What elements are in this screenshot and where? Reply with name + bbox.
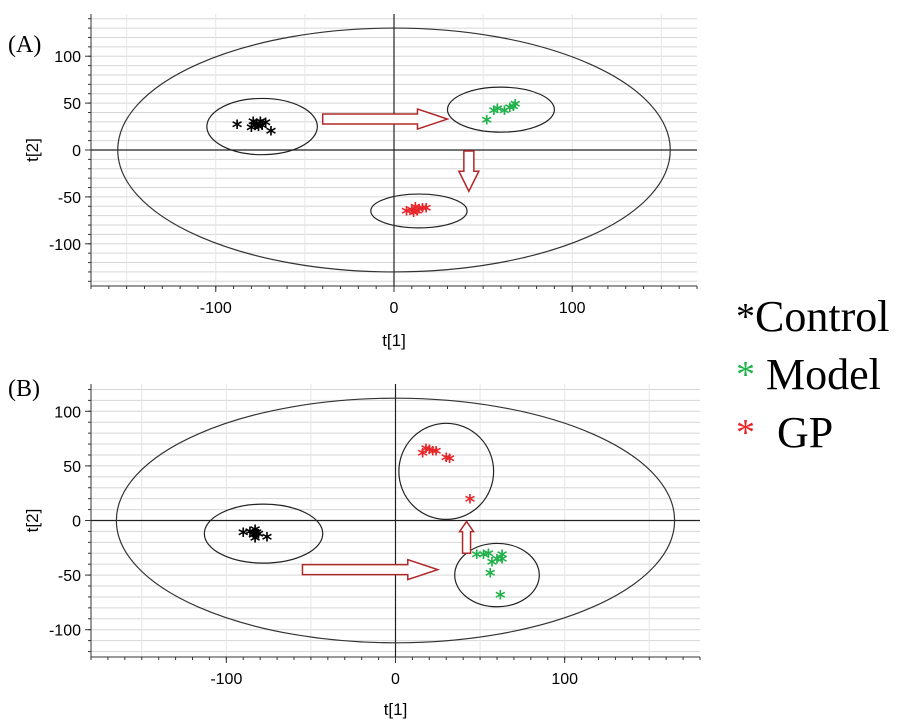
arrow-up <box>458 520 475 555</box>
data-point-gp: * <box>412 202 423 226</box>
y-tick-label: 100 <box>54 49 81 66</box>
group-circle <box>454 542 540 608</box>
x-tick-label: 100 <box>559 300 586 317</box>
data-point-control: * <box>252 524 263 548</box>
data-point-gp: * <box>408 204 419 228</box>
data-point-model: * <box>492 550 503 574</box>
data-point-model: * <box>495 586 506 610</box>
data-point-gp: * <box>465 490 476 514</box>
arrow-right <box>301 558 441 581</box>
x-tick-label: -100 <box>200 300 232 317</box>
data-point-model: * <box>483 544 494 568</box>
data-point-model: * <box>485 564 496 588</box>
data-point-control: * <box>245 523 256 547</box>
data-point-control: * <box>232 116 243 140</box>
legend-marker-model: * <box>736 354 755 396</box>
y-tick-label: -100 <box>49 623 81 640</box>
y-tick-label: 50 <box>63 96 81 113</box>
data-point-model: * <box>487 553 498 577</box>
y-tick-label: -50 <box>58 568 81 585</box>
confidence-ellipse <box>115 397 676 644</box>
x-tick-label: 0 <box>390 300 399 317</box>
data-point-control: * <box>255 113 266 137</box>
data-point-gp: * <box>441 448 452 472</box>
data-point-model: * <box>481 111 492 135</box>
group-circle <box>370 193 468 229</box>
data-point-control: * <box>257 116 268 140</box>
arrow-right <box>321 108 450 131</box>
legend-item-model: * Model <box>736 346 906 404</box>
y-tick-label: -50 <box>58 190 81 207</box>
data-point-gp: * <box>407 201 418 225</box>
data-point-model: * <box>499 101 510 125</box>
y-tick-label: 50 <box>63 459 81 476</box>
panel-label: (B) <box>8 376 40 402</box>
confidence-ellipse <box>117 27 671 273</box>
x-tick-label: 0 <box>391 671 400 688</box>
y-axis-label: t[2] <box>23 138 42 162</box>
group-circle <box>203 503 324 564</box>
data-point-control: * <box>250 529 261 553</box>
data-point-control: * <box>248 526 259 550</box>
data-point-gp: * <box>431 442 442 466</box>
data-point-gp: * <box>427 442 438 466</box>
group-circle <box>398 422 495 521</box>
data-point-gp: * <box>410 198 421 222</box>
data-point-model: * <box>471 546 482 570</box>
data-point-model: * <box>497 550 508 574</box>
legend-label-model: Model <box>755 350 881 399</box>
data-point-gp: * <box>444 449 455 473</box>
data-point-gp: * <box>424 441 435 465</box>
data-point-gp: * <box>421 440 432 464</box>
legend-label-control: Control <box>755 292 890 341</box>
group-circle <box>446 86 556 133</box>
data-point-control: * <box>248 113 259 137</box>
data-point-gp: * <box>417 444 428 468</box>
data-point-model: * <box>489 101 500 125</box>
y-tick-label: 100 <box>54 404 81 421</box>
data-point-control: * <box>252 116 263 140</box>
data-point-model: * <box>505 99 516 123</box>
data-point-control: * <box>262 528 273 552</box>
data-point-control: * <box>266 122 277 146</box>
y-tick-label: 0 <box>72 514 81 531</box>
panel-label: (A) <box>8 32 41 58</box>
legend: * Control * Model * GP <box>736 288 906 462</box>
x-tick-label: 100 <box>551 671 578 688</box>
data-point-control: * <box>250 520 261 544</box>
x-tick-label: -100 <box>210 671 242 688</box>
legend-marker-gp: * <box>736 412 755 454</box>
legend-marker-control: * <box>736 296 755 338</box>
legend-label-gp: GP <box>755 408 834 457</box>
group-circle <box>206 97 318 156</box>
data-point-control: * <box>260 114 271 138</box>
data-point-gp: * <box>401 202 412 226</box>
data-point-control: * <box>238 524 249 548</box>
data-point-model: * <box>497 546 508 570</box>
data-point-gp: * <box>421 199 432 223</box>
arrow-down <box>457 150 481 193</box>
data-point-model: * <box>478 546 489 570</box>
legend-item-control: * Control <box>736 288 906 346</box>
data-point-model: * <box>492 100 503 124</box>
data-point-model: * <box>508 98 519 122</box>
data-point-control: * <box>250 116 261 140</box>
data-point-gp: * <box>414 200 425 224</box>
data-point-model: * <box>510 95 521 119</box>
x-axis-label: t[1] <box>382 331 406 350</box>
y-tick-label: -100 <box>49 237 81 254</box>
data-point-control: * <box>253 525 264 549</box>
data-point-control: * <box>253 117 264 141</box>
data-point-gp: * <box>417 199 428 223</box>
y-tick-label: 0 <box>72 143 81 160</box>
y-axis-label: t[2] <box>23 509 42 533</box>
x-axis-label: t[1] <box>384 700 408 719</box>
legend-item-gp: * GP <box>736 404 906 462</box>
data-point-control: * <box>246 118 257 142</box>
